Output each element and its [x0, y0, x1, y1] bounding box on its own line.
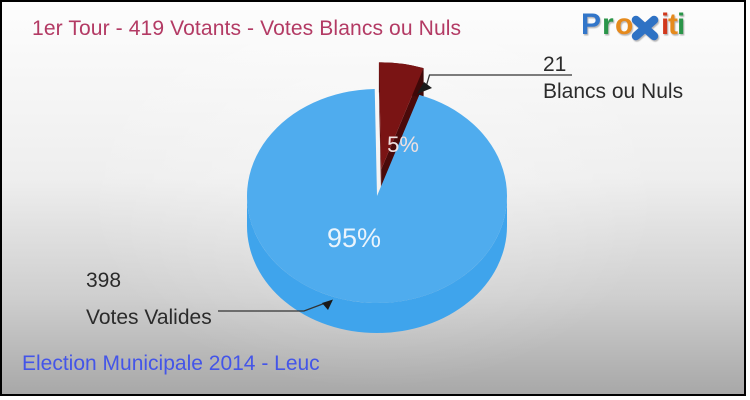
svg-text:5%: 5% [387, 132, 419, 157]
svg-text:r: r [602, 8, 614, 41]
svg-text:i: i [677, 8, 685, 41]
svg-text:95%: 95% [327, 223, 381, 253]
svg-text:o: o [615, 8, 633, 41]
svg-text:P: P [581, 8, 601, 41]
